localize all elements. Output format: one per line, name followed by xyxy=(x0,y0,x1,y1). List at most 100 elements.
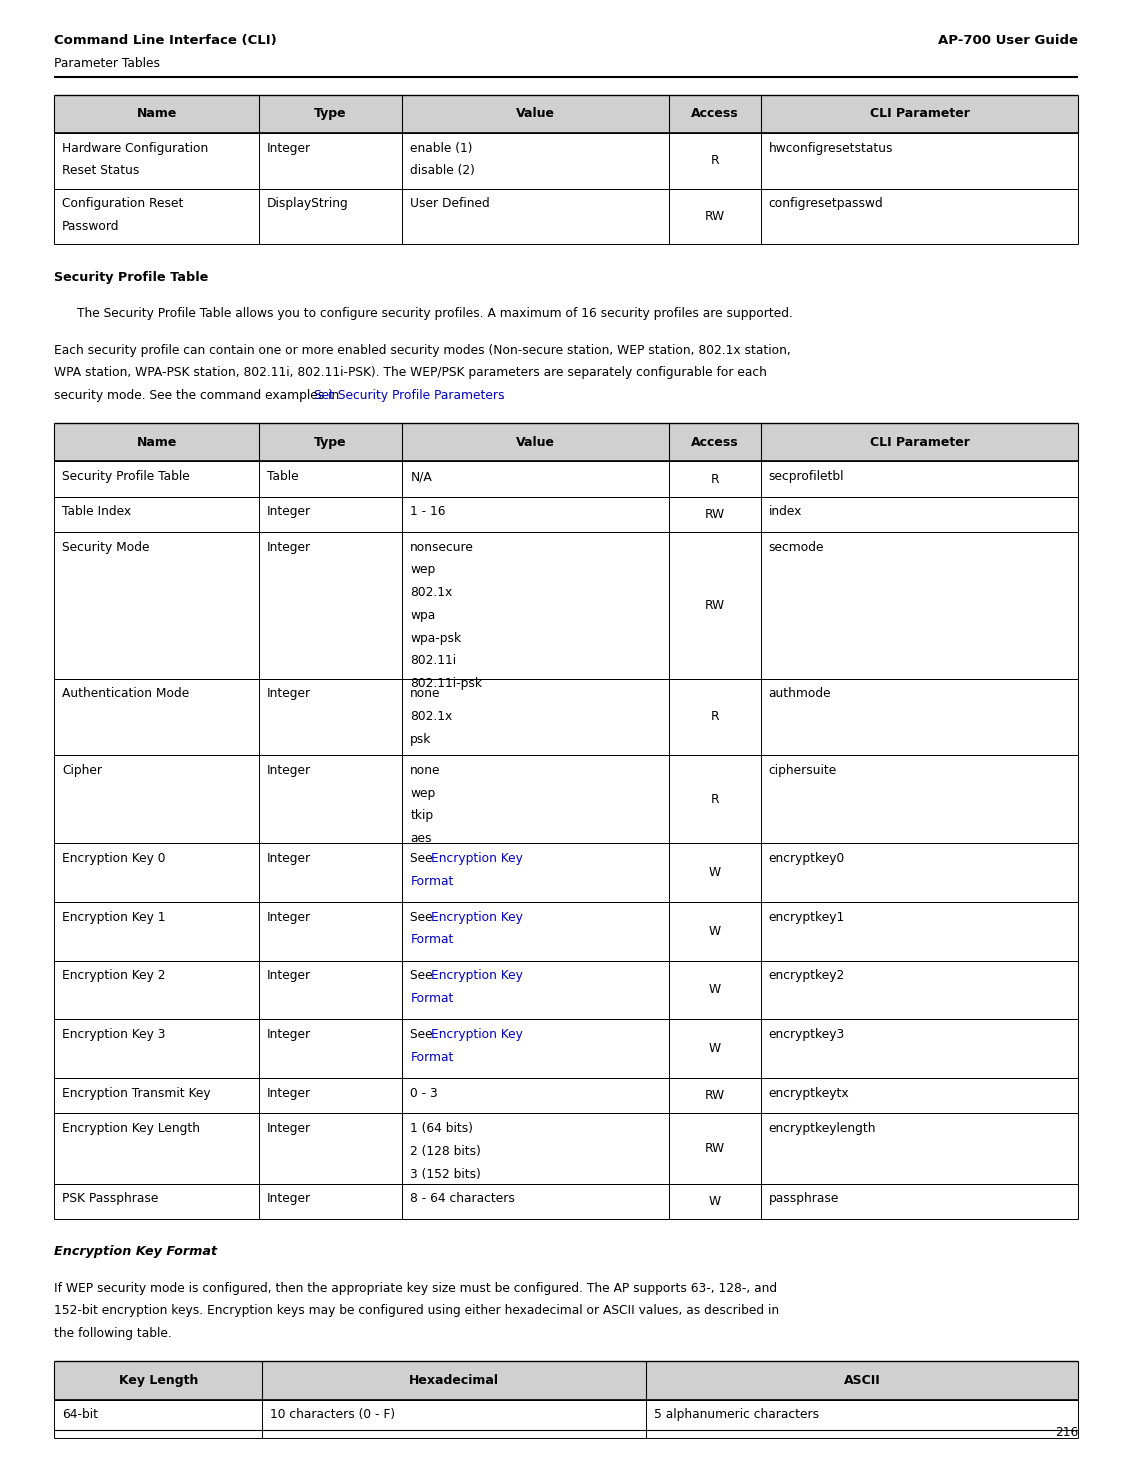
Text: 1 - 16: 1 - 16 xyxy=(410,505,446,518)
Text: Parameter Tables: Parameter Tables xyxy=(54,57,160,69)
Text: Value: Value xyxy=(516,107,555,120)
Text: Encryption Key 2: Encryption Key 2 xyxy=(62,969,166,982)
Text: The Security Profile Table allows you to configure security profiles. A maximum : The Security Profile Table allows you to… xyxy=(77,307,793,320)
Text: Table: Table xyxy=(266,470,298,483)
Text: Key Length: Key Length xyxy=(119,1374,198,1387)
Text: Set Security Profile Parameters: Set Security Profile Parameters xyxy=(314,389,505,402)
Text: R: R xyxy=(710,154,719,167)
Text: tkip: tkip xyxy=(410,809,434,822)
Text: 802.11i-psk: 802.11i-psk xyxy=(410,677,482,690)
Text: Name: Name xyxy=(137,436,177,449)
Text: encryptkeylength: encryptkeylength xyxy=(769,1122,876,1135)
Text: RW: RW xyxy=(704,1142,725,1155)
Text: 64-bit: 64-bit xyxy=(62,1408,98,1421)
Text: Access: Access xyxy=(691,107,738,120)
Text: .: . xyxy=(501,389,505,402)
Text: Encryption Key: Encryption Key xyxy=(431,910,523,923)
Text: Command Line Interface (CLI): Command Line Interface (CLI) xyxy=(54,34,277,47)
Bar xyxy=(54,1183,1078,1218)
Text: ASCII: ASCII xyxy=(843,1374,881,1387)
Text: Security Profile Table: Security Profile Table xyxy=(54,270,209,283)
Text: nonsecure: nonsecure xyxy=(410,540,474,553)
Text: encryptkey2: encryptkey2 xyxy=(769,969,844,982)
Text: Integer: Integer xyxy=(266,505,310,518)
Text: authmode: authmode xyxy=(769,687,831,700)
Text: Encryption Key Length: Encryption Key Length xyxy=(62,1122,200,1135)
Text: Encryption Key: Encryption Key xyxy=(431,851,523,865)
Text: wpa: wpa xyxy=(410,609,436,622)
Text: Name: Name xyxy=(137,107,177,120)
Text: index: index xyxy=(769,505,802,518)
Text: 8 - 64 characters: 8 - 64 characters xyxy=(410,1192,515,1205)
Text: hwconfigresetstatus: hwconfigresetstatus xyxy=(769,141,893,154)
Text: W: W xyxy=(709,1042,720,1055)
Bar xyxy=(54,1078,1078,1113)
Text: See: See xyxy=(410,1028,437,1041)
Text: encryptkey0: encryptkey0 xyxy=(769,851,844,865)
Text: Encryption Key 3: Encryption Key 3 xyxy=(62,1028,166,1041)
Bar xyxy=(54,1361,1078,1399)
Bar xyxy=(54,755,1078,843)
Bar xyxy=(54,132,1078,188)
Text: 5 alphanumeric characters: 5 alphanumeric characters xyxy=(654,1408,820,1421)
Text: See: See xyxy=(410,851,437,865)
Text: Encryption Key Format: Encryption Key Format xyxy=(54,1245,217,1258)
Text: Encryption Key: Encryption Key xyxy=(431,969,523,982)
Text: AP-700 User Guide: AP-700 User Guide xyxy=(938,34,1078,47)
Text: Value: Value xyxy=(516,436,555,449)
Text: enable (1): enable (1) xyxy=(410,141,473,154)
Text: Integer: Integer xyxy=(266,141,310,154)
Text: RW: RW xyxy=(704,1089,725,1102)
Text: User Defined: User Defined xyxy=(410,197,490,210)
Text: CLI Parameter: CLI Parameter xyxy=(869,436,970,449)
Text: 802.1x: 802.1x xyxy=(410,711,453,724)
Text: 2 (128 bits): 2 (128 bits) xyxy=(410,1145,481,1158)
Text: Integer: Integer xyxy=(266,1122,310,1135)
Text: psk: psk xyxy=(410,733,431,746)
Text: 216: 216 xyxy=(1054,1425,1078,1439)
Text: Security Profile Table: Security Profile Table xyxy=(62,470,190,483)
Text: 152-bit encryption keys. Encryption keys may be configured using either hexadeci: 152-bit encryption keys. Encryption keys… xyxy=(54,1305,779,1317)
Text: W: W xyxy=(709,866,720,879)
Text: wep: wep xyxy=(410,787,436,800)
Text: the following table.: the following table. xyxy=(54,1327,172,1340)
Text: PSK Passphrase: PSK Passphrase xyxy=(62,1192,158,1205)
Text: Integer: Integer xyxy=(266,1028,310,1041)
Text: encryptkey3: encryptkey3 xyxy=(769,1028,844,1041)
Text: 802.1x: 802.1x xyxy=(410,586,453,599)
Bar xyxy=(54,423,1078,461)
Bar xyxy=(54,901,1078,960)
Text: none: none xyxy=(410,763,440,777)
Text: See: See xyxy=(410,910,437,923)
Text: Reset Status: Reset Status xyxy=(62,164,140,178)
Text: Integer: Integer xyxy=(266,910,310,923)
Text: 802.11i: 802.11i xyxy=(410,655,456,668)
Bar xyxy=(54,1019,1078,1078)
Text: Format: Format xyxy=(410,934,454,947)
Text: 10 characters (0 - F): 10 characters (0 - F) xyxy=(270,1408,395,1421)
Text: RW: RW xyxy=(704,599,725,612)
Text: Hexadecimal: Hexadecimal xyxy=(409,1374,499,1387)
Text: N/A: N/A xyxy=(410,470,432,483)
Bar xyxy=(54,960,1078,1019)
Text: secprofiletbl: secprofiletbl xyxy=(769,470,844,483)
Text: security mode. See the command examples in: security mode. See the command examples … xyxy=(54,389,343,402)
Text: 0 - 3: 0 - 3 xyxy=(410,1086,438,1100)
Text: Configuration Reset: Configuration Reset xyxy=(62,197,184,210)
Text: Type: Type xyxy=(314,436,347,449)
Text: Security Mode: Security Mode xyxy=(62,540,150,553)
Text: See: See xyxy=(410,969,437,982)
Text: DisplayString: DisplayString xyxy=(266,197,349,210)
Text: Encryption Key 1: Encryption Key 1 xyxy=(62,910,166,923)
Text: Encryption Key: Encryption Key xyxy=(431,1028,523,1041)
Text: CLI Parameter: CLI Parameter xyxy=(869,107,970,120)
Text: Access: Access xyxy=(691,436,738,449)
Text: Integer: Integer xyxy=(266,851,310,865)
Text: Hardware Configuration: Hardware Configuration xyxy=(62,141,209,154)
Text: Table Index: Table Index xyxy=(62,505,131,518)
Bar xyxy=(54,531,1078,678)
Text: R: R xyxy=(710,711,719,724)
Text: wpa-psk: wpa-psk xyxy=(410,631,462,644)
Text: R: R xyxy=(710,473,719,486)
Text: Integer: Integer xyxy=(266,969,310,982)
